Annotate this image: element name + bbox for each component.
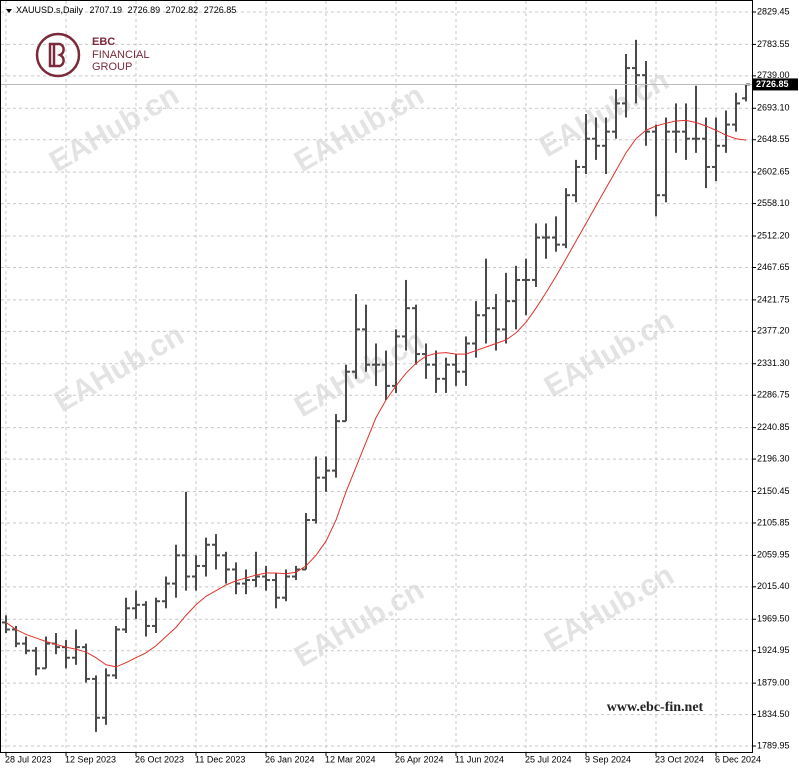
y-tick-label: 2105.85 [757, 517, 790, 527]
moving-average [5, 119, 747, 668]
x-tick-label: 11 Jun 2024 [455, 754, 504, 764]
y-tick-label: 2783.55 [757, 39, 790, 49]
price-label: 2726.85 [756, 79, 789, 89]
x-tick-label: 25 Jul 2024 [525, 754, 572, 764]
y-tick-label: 1879.00 [757, 678, 790, 688]
y-tick-label: 1969.50 [757, 614, 790, 624]
y-tick-label: 2467.65 [757, 262, 790, 272]
x-tick-label: 12 Sep 2023 [65, 754, 116, 764]
x-tick-label: 26 Oct 2023 [135, 754, 184, 764]
logo: EBC FINANCIAL GROUP [35, 32, 149, 78]
logo-text: GROUP [92, 61, 132, 73]
logo-text: FINANCIAL [92, 49, 149, 61]
y-tick-label: 2331.30 [757, 358, 790, 368]
x-tick-label: 11 Dec 2023 [195, 754, 245, 764]
logo-ring [35, 32, 81, 78]
x-tick-label: 23 Oct 2024 [655, 754, 704, 764]
price-label-box [753, 78, 798, 91]
y-tick-label: 2059.95 [757, 550, 790, 560]
y-tick-label: 1789.95 [757, 740, 790, 750]
y-tick-label: 2512.20 [757, 230, 790, 240]
y-tick-label: 2286.75 [757, 390, 790, 400]
y-tick-label: 1924.95 [757, 645, 790, 655]
x-tick-label: 28 Jul 2023 [5, 754, 52, 764]
menu-arrow [6, 9, 12, 13]
x-tick-label: 12 Mar 2024 [325, 754, 376, 764]
header-high: 2726.89 [128, 5, 161, 15]
logo-text: EBC [92, 36, 115, 48]
y-tick-label: 1834.50 [757, 709, 790, 719]
x-tick-label: 26 Apr 2024 [395, 754, 444, 764]
y-tick-label: 2150.45 [757, 486, 790, 496]
y-tick-label: 2739.00 [757, 70, 790, 80]
y-tick-label: 2829.45 [757, 6, 790, 16]
logo-glyph [48, 42, 65, 68]
header: XAUUSD.s,Daily 2707.19 2726.89 2702.82 2… [16, 5, 236, 15]
y-tick-label: 2421.75 [757, 294, 790, 304]
website: www.ebc-fin.net [607, 700, 704, 715]
y-tick-label: 2196.30 [757, 453, 790, 463]
x-tick-label: 26 Jan 2024 [265, 754, 315, 764]
y-tick-label: 2648.55 [757, 134, 790, 144]
header-open: 2707.19 [90, 5, 123, 15]
symbol: XAUUSD.s,Daily [16, 5, 84, 15]
y-tick-label: 2602.65 [757, 167, 790, 177]
y-tick-label: 2015.40 [757, 581, 790, 591]
y-tick-label: 2693.10 [757, 103, 790, 113]
y-tick-label: 2240.85 [757, 422, 790, 432]
header-close: 2726.85 [204, 5, 237, 15]
y-tick-label: 2558.10 [757, 198, 790, 208]
y-tick-label: 2377.20 [757, 326, 790, 336]
header-low: 2702.82 [166, 5, 199, 15]
x-tick-label: 6 Dec 2024 [715, 754, 761, 764]
x-tick-label: 9 Sep 2024 [585, 754, 631, 764]
